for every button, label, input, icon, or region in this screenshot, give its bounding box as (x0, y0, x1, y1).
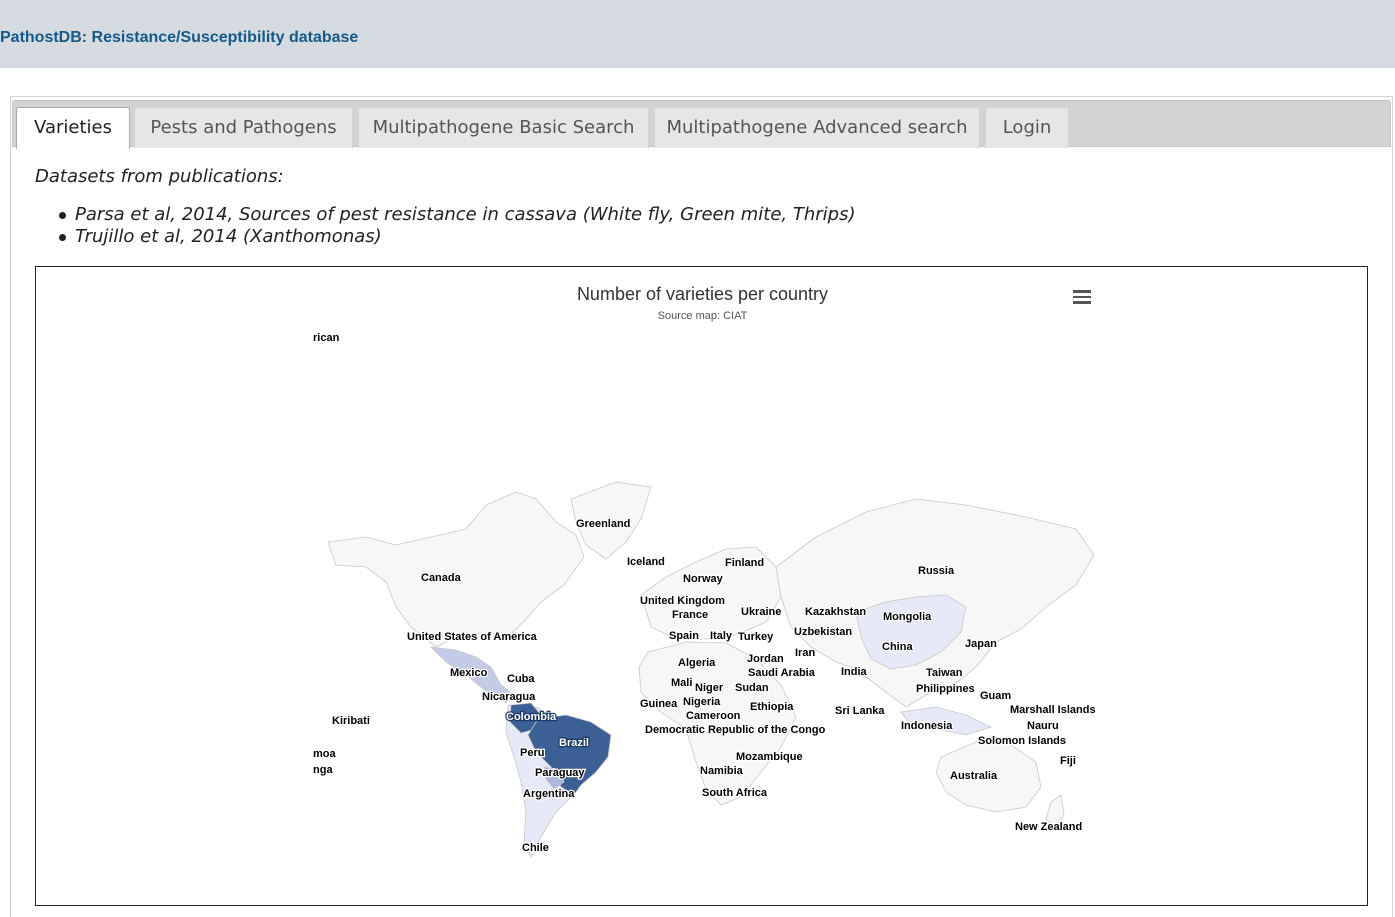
label-russia: Russia (918, 565, 955, 577)
tab-multipathogene-advanced-search[interactable]: Multipathogene Advanced search (654, 107, 980, 148)
region-brazil (527, 714, 612, 796)
label-taiwan: Taiwan (926, 667, 963, 679)
label-turkey: Turkey (738, 631, 774, 643)
label-canada: Canada (421, 572, 462, 584)
region-australia (935, 741, 1042, 813)
datasets-intro: Datasets from publications: (35, 166, 284, 187)
label-niger: Niger (695, 682, 724, 694)
label-japan: Japan (965, 638, 997, 650)
label-uzbekistan: Uzbekistan (794, 626, 852, 638)
label-namibia: Namibia (700, 765, 744, 777)
publication-item-parsa: Parsa et al, 2014, Sources of pest resis… (58, 204, 856, 226)
region-china (855, 594, 967, 670)
label-finland: Finland (725, 557, 764, 569)
tab-pests-and-pathogens[interactable]: Pests and Pathogens (134, 107, 353, 148)
label-saudi-arabia: Saudi Arabia (748, 667, 816, 679)
label-philippines: Philippines (916, 683, 975, 695)
label-solomon-islands: Solomon Islands (978, 735, 1066, 747)
chart-title: Number of varieties per country (576, 284, 829, 304)
label-greenland: Greenland (576, 518, 630, 530)
label-france: France (672, 609, 708, 621)
world-map[interactable]: rican moa nga Greenland Iceland Finland … (36, 267, 1367, 901)
label-south-africa: South Africa (702, 787, 768, 799)
label-sudan: Sudan (735, 682, 769, 694)
region-mexico (429, 646, 515, 704)
label-cameroon: Cameroon (686, 710, 741, 722)
map-chart: Number of varieties per country Source m… (35, 266, 1368, 906)
label-sri-lanka: Sri Lanka (835, 705, 885, 717)
label-nicaragua: Nicaragua (482, 691, 536, 703)
label-new-zealand: New Zealand (1015, 821, 1082, 833)
label-nigeria: Nigeria (683, 696, 721, 708)
top-banner: PathostDB: Resistance/Susceptibility dat… (0, 0, 1395, 68)
label-chile: Chile (522, 842, 549, 854)
region-new-zealand (1045, 794, 1065, 828)
label-clipped-rican: rican (313, 332, 340, 344)
region-paraguay (543, 766, 565, 790)
label-ukraine: Ukraine (741, 606, 781, 618)
site-title: PathostDB: Resistance/Susceptibility dat… (0, 29, 359, 46)
publication-list: Parsa et al, 2014, Sources of pest resis… (58, 204, 856, 248)
tab-multipathogene-basic-search[interactable]: Multipathogene Basic Search (358, 107, 649, 148)
label-colombia: Colombia (506, 711, 557, 723)
label-iceland: Iceland (627, 556, 665, 568)
label-india: India (841, 666, 868, 678)
tab-bar: Varieties Pests and Pathogens Multipatho… (12, 100, 1391, 149)
label-clipped-nga: nga (313, 764, 333, 776)
label-fiji: Fiji (1060, 755, 1076, 767)
region-africa (638, 641, 797, 806)
hamburger-menu-icon[interactable] (1073, 290, 1091, 304)
label-clipped-moa: moa (313, 748, 337, 760)
label-united-kingdom: United Kingdom (640, 595, 725, 607)
chart-subtitle: Source map: CIAT (657, 310, 748, 322)
tab-login[interactable]: Login (985, 107, 1069, 148)
label-argentina: Argentina (523, 788, 575, 800)
label-united-states: United States of America (407, 631, 538, 643)
label-nauru: Nauru (1027, 720, 1059, 732)
label-algeria: Algeria (678, 657, 716, 669)
label-guam: Guam (980, 690, 1011, 702)
label-cuba: Cuba (507, 673, 535, 685)
label-mongolia: Mongolia (883, 611, 932, 623)
label-drc: Democratic Republic of the Congo (645, 724, 826, 736)
label-guinea: Guinea (640, 698, 678, 710)
label-marshall-islands: Marshall Islands (1010, 704, 1096, 716)
label-spain: Spain (669, 630, 699, 642)
label-kazakhstan: Kazakhstan (805, 606, 866, 618)
label-china: China (882, 641, 913, 653)
label-jordan: Jordan (747, 653, 784, 665)
label-indonesia: Indonesia (901, 720, 953, 732)
label-brazil: Brazil (559, 737, 589, 749)
label-mexico: Mexico (450, 667, 488, 679)
region-greenland (570, 481, 652, 560)
publication-item-trujillo: Trujillo et al, 2014 (Xanthomonas) (58, 226, 856, 248)
label-italy: Italy (710, 630, 733, 642)
label-iran: Iran (795, 647, 815, 659)
label-mozambique: Mozambique (736, 751, 803, 763)
label-ethiopia: Ethiopia (750, 701, 794, 713)
tab-varieties[interactable]: Varieties (16, 107, 130, 149)
label-mali: Mali (671, 677, 692, 689)
region-indonesia (900, 706, 993, 736)
label-kiribati: Kiribati (332, 715, 370, 727)
region-north-america (327, 491, 585, 648)
label-paraguay: Paraguay (535, 767, 585, 779)
label-norway: Norway (683, 573, 724, 585)
label-australia: Australia (950, 770, 998, 782)
label-peru: Peru (520, 747, 544, 759)
